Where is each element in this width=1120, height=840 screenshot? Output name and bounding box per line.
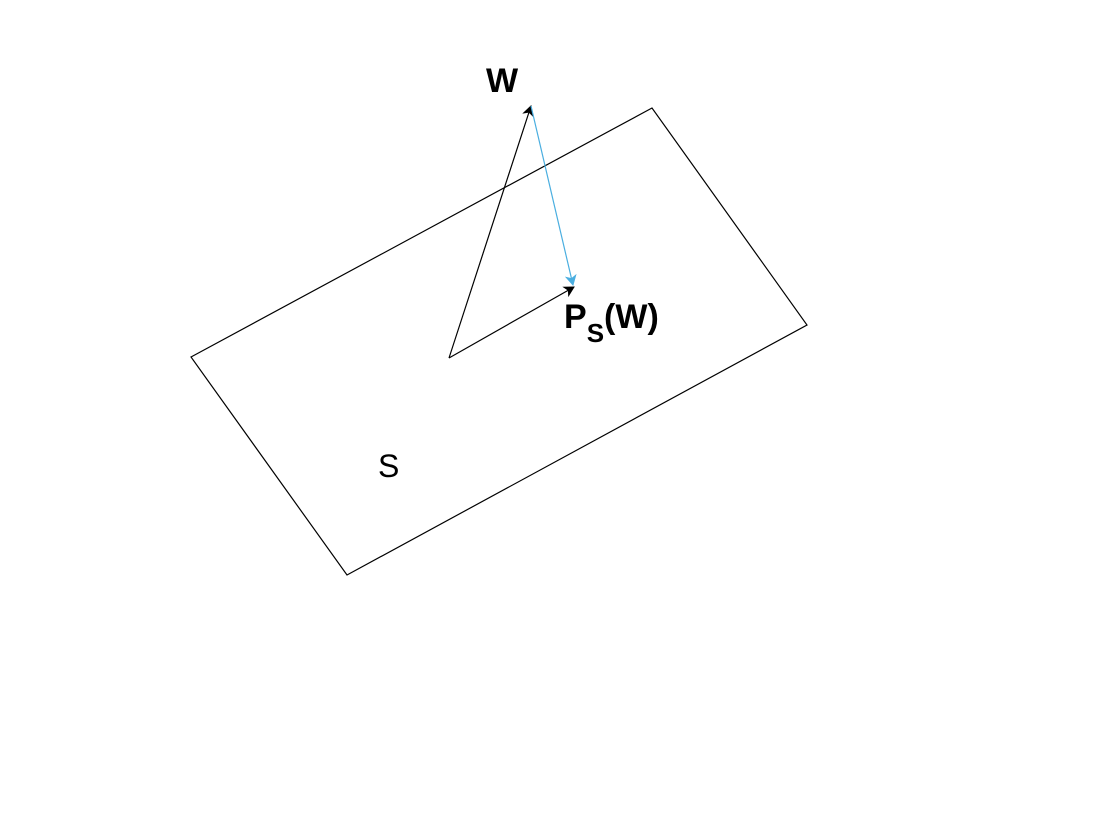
projection-label-subscript: S <box>587 318 604 348</box>
vector-w-arrow <box>448 105 534 359</box>
plane-label: S <box>378 448 399 484</box>
projection-label-suffix: (W) <box>604 298 659 336</box>
projection-label-main: P <box>564 298 587 336</box>
vector-w-label: W <box>486 62 519 100</box>
plane-s <box>190 107 808 576</box>
projection-drop-arrow <box>530 105 577 286</box>
projection-label: PS(W) <box>564 298 659 348</box>
projection-vector-arrow <box>448 286 575 359</box>
